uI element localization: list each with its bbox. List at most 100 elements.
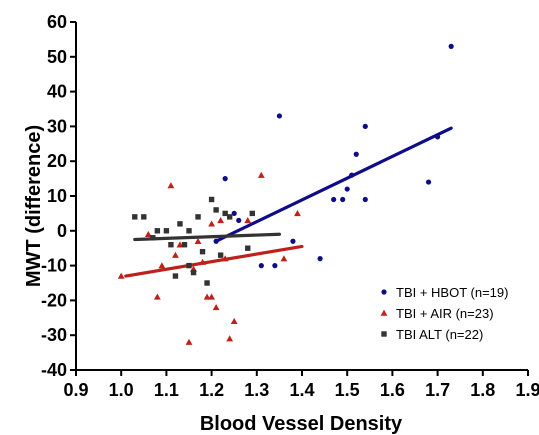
tbi-alt-fit-line	[133, 232, 281, 242]
tbi-alt-point	[172, 273, 179, 279]
tbi-air-point	[153, 293, 161, 300]
x-tick-label: 0.9	[63, 380, 88, 400]
data-points	[117, 43, 454, 345]
tbi-alt-point	[150, 235, 156, 241]
x-tick-label: 1.1	[154, 380, 179, 400]
y-tick-label: 30	[47, 116, 67, 136]
tbi-air-point	[244, 216, 252, 224]
y-tick-label: 20	[47, 151, 67, 171]
y-tick-label: 10	[47, 186, 67, 206]
tbi-air-point	[280, 255, 288, 262]
tbi-air-legend-label: TBI + AIR (n=23)	[396, 306, 494, 321]
x-axis-ticks: 0.9 1.0 1.1 1.2 1.3 1.4 1.5 1.6 1.7 1.8 1.9	[63, 370, 539, 400]
tbi-hbot-point	[213, 238, 219, 244]
y-tick-label: 50	[47, 47, 67, 67]
y-tick-label: -30	[41, 325, 67, 345]
tbi-hbot-point	[331, 196, 337, 203]
tbi-alt-point	[132, 214, 138, 220]
tbi-hbot-point	[362, 123, 368, 129]
x-tick-label: 1.2	[199, 380, 224, 400]
tbi-hbot-point	[258, 263, 264, 269]
tbi-alt-point	[181, 242, 188, 248]
tbi-alt-point	[217, 252, 224, 258]
tbi-air-point	[176, 241, 184, 248]
tbi-air-point	[226, 335, 234, 342]
tbi-air-point	[221, 255, 229, 262]
tbi-alt-point	[204, 280, 210, 286]
tbi-air-point	[185, 338, 193, 345]
tbi-air-point	[167, 182, 175, 189]
tbi-air-point	[217, 216, 225, 224]
tbi-alt-point	[195, 214, 201, 220]
tbi-air-point	[230, 317, 238, 324]
tbi-alt-point	[213, 207, 219, 213]
tbi-air-point	[208, 220, 215, 227]
tbi-alt-legend-marker	[381, 331, 387, 337]
tbi-air-legend-marker	[380, 309, 388, 316]
tbi-air-point	[199, 258, 206, 265]
tbi-alt-point	[141, 214, 147, 220]
tbi-alt-point	[245, 245, 251, 251]
tbi-air-point	[194, 237, 202, 244]
x-tick-label: 1.7	[425, 380, 450, 400]
tbi-hbot-point	[448, 43, 454, 49]
tbi-hbot-point	[236, 217, 242, 223]
tbi-alt-point	[208, 196, 215, 203]
x-tick-label: 1.4	[289, 380, 314, 400]
chart-legend: TBI + HBOT (n=19) TBI + AIR (n=23) TBI ALT…	[380, 285, 508, 342]
tbi-alt-point	[163, 228, 170, 234]
tbi-hbot-legend-label: TBI + HBOT (n=19)	[396, 285, 508, 300]
tbi-air-point	[203, 293, 211, 300]
y-tick-label: -20	[41, 290, 67, 310]
y-axis-title: MWT (difference)	[23, 125, 45, 287]
tbi-hbot-point	[362, 196, 368, 203]
tbi-air-fit-line	[124, 244, 304, 278]
tbi-hbot-point	[272, 263, 278, 269]
tbi-alt-point	[186, 262, 192, 269]
tbi-hbot-point	[317, 256, 323, 262]
tbi-hbot-point	[222, 176, 228, 182]
tbi-hbot-point	[349, 172, 355, 178]
tbi-air-point	[212, 303, 220, 311]
tbi-air-point	[257, 171, 265, 178]
tbi-hbot-point	[276, 113, 282, 119]
regression-lines	[124, 126, 453, 278]
tbi-alt-point	[199, 248, 206, 255]
tbi-hbot-point	[353, 151, 359, 157]
tbi-air-point	[208, 293, 215, 300]
tbi-alt-point	[190, 269, 197, 276]
tbi-alt-point	[226, 214, 233, 220]
x-tick-label: 1.8	[470, 380, 495, 400]
tbi-air-point	[158, 262, 166, 269]
tbi-hbot-fit-line	[214, 126, 453, 243]
x-tick-label: 1.3	[244, 380, 269, 400]
x-axis-title: Blood Vessel Density	[200, 413, 403, 435]
y-tick-label: 60	[47, 12, 67, 32]
tbi-hbot-point	[290, 238, 296, 244]
tbi-alt-point	[249, 210, 255, 217]
tbi-hbot-point	[231, 210, 237, 216]
tbi-hbot-point	[435, 134, 441, 140]
y-tick-label: -10	[41, 256, 67, 276]
tbi-air-point	[172, 251, 179, 258]
tbi-alt-point	[154, 228, 161, 234]
x-tick-label: 1.9	[515, 380, 539, 400]
y-tick-label: 0	[57, 221, 67, 241]
tbi-alt-point	[222, 210, 228, 217]
x-tick-label: 1.0	[109, 380, 134, 400]
tbi-hbot-legend-marker	[381, 289, 387, 295]
y-axis-ticks: -40 -30 -20 -10 0 10 20 30 40 50 60	[41, 12, 76, 380]
tbi-hbot-point	[344, 186, 350, 192]
tbi-alt-legend-label: TBI ALT (n=22)	[396, 327, 483, 342]
x-tick-label: 1.5	[335, 380, 360, 400]
tbi-hbot-point	[425, 179, 432, 185]
x-tick-label: 1.6	[380, 380, 405, 400]
tbi-air-point	[117, 272, 125, 279]
y-tick-label: 40	[47, 82, 67, 102]
tbi-air-point	[294, 210, 301, 217]
tbi-air-point	[144, 230, 152, 237]
y-tick-label: -40	[41, 360, 67, 380]
tbi-alt-point	[168, 242, 174, 248]
tbi-alt-point	[186, 228, 192, 234]
